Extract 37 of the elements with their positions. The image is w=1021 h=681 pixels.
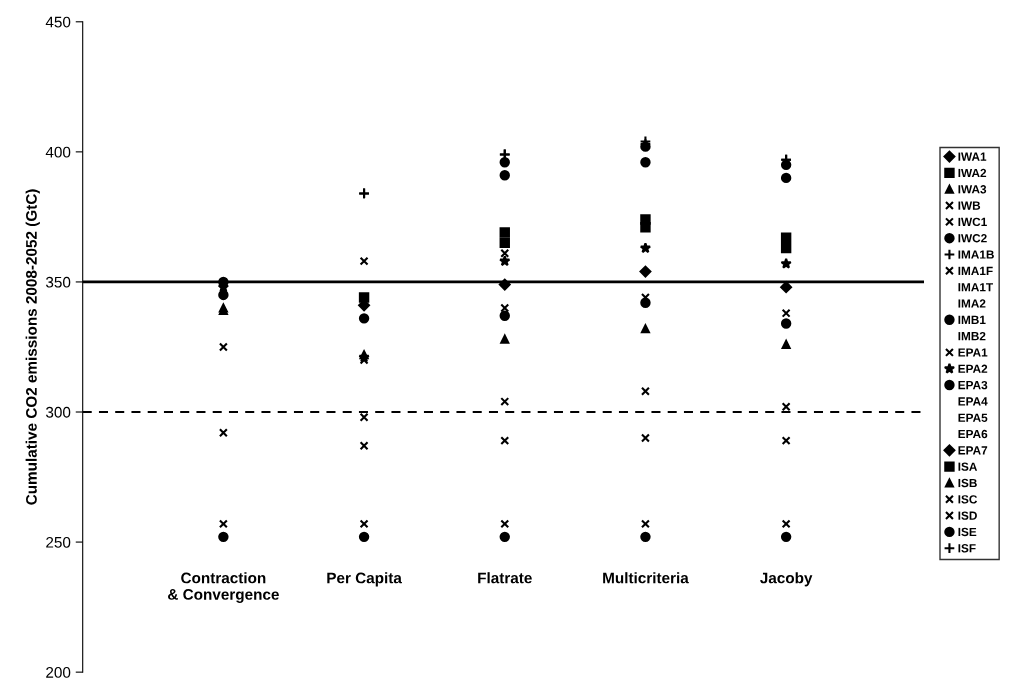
y-tick-label: 450	[45, 16, 71, 28]
legend-label: ISB	[958, 478, 977, 488]
x-tick-label: Jacoby	[760, 572, 813, 587]
legend-label: IMA2	[958, 299, 986, 308]
x-tick-label: Per Capita	[327, 572, 402, 587]
legend-label: ISF	[958, 544, 976, 553]
legend-label: EPA2	[958, 364, 988, 373]
legend-label: IWB	[958, 201, 981, 210]
legend-label: IWA1	[958, 152, 987, 161]
legend-label: ISC	[958, 495, 978, 504]
legend-label: IMA1T	[958, 283, 993, 292]
legend-label: IWA3	[958, 185, 987, 194]
y-tick-label: 400	[45, 146, 71, 158]
legend-label: ISD	[958, 511, 977, 520]
y-tick-label: 200	[46, 667, 71, 678]
legend-label: IWC1	[958, 217, 987, 227]
legend-label: EPA6	[958, 429, 988, 439]
y-tick-label: 250	[46, 536, 71, 548]
legend-label: IMB1	[958, 315, 986, 324]
x-tick-label: Multicriteria	[603, 572, 689, 584]
legend-label: ISE	[958, 527, 977, 537]
y-tick-label: 300	[45, 406, 71, 418]
legend-label: EPA4	[958, 397, 988, 406]
legend-label: ISA	[958, 462, 978, 471]
legend-label: EPA3	[958, 380, 988, 390]
y-tick-label: 350	[45, 276, 71, 288]
legend-label: EPA7	[958, 446, 988, 455]
legend-label: EPA1	[958, 348, 988, 357]
legend-label: IMB2	[958, 331, 986, 341]
legend-label: IMA1B	[958, 250, 994, 259]
x-tick-label: Contraction & Convergence	[168, 572, 279, 603]
legend-label: IMA1F	[958, 266, 993, 275]
legend-label: EPA5	[958, 413, 988, 422]
legend-label: IWA2	[958, 168, 987, 178]
x-tick-label: Flatrate	[478, 572, 532, 584]
legend-label: IWC2	[958, 234, 987, 243]
y-axis-title: Cumulative CO2 emissions 2008-2052 (GtC)	[25, 189, 40, 505]
